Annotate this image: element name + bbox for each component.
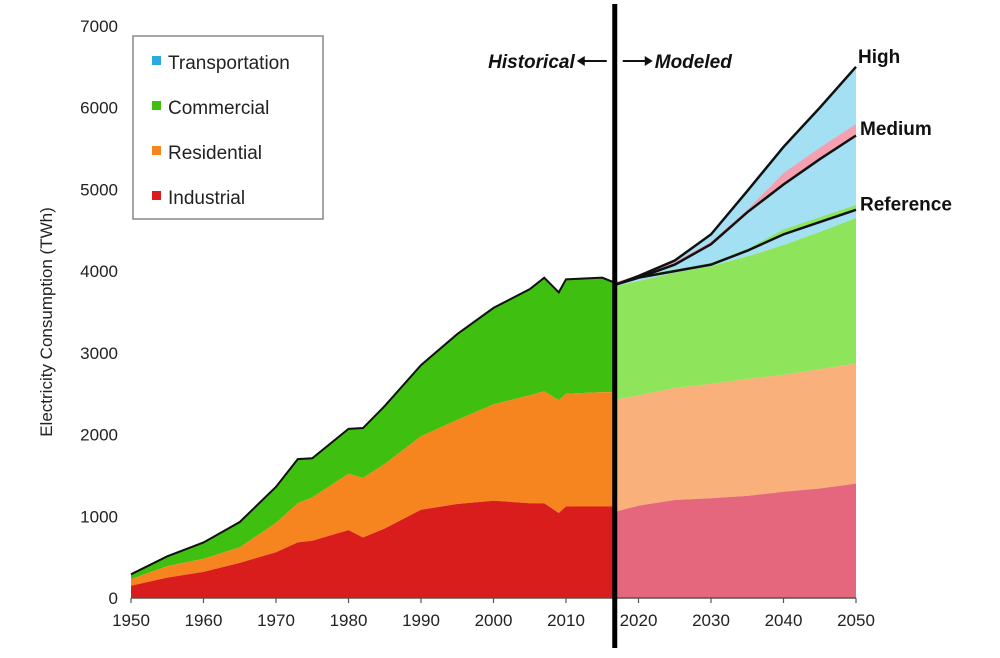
x-tick-label: 2010 — [547, 611, 585, 630]
y-tick-label: 2000 — [80, 426, 118, 445]
legend-label-industrial: Industrial — [168, 188, 245, 209]
modeled-label: Modeled — [655, 52, 732, 73]
line-high — [616, 66, 857, 286]
y-tick-label: 3000 — [80, 344, 118, 363]
legend-label-residential: Residential — [168, 143, 262, 164]
sliver-medium — [616, 124, 856, 285]
legend-swatch-industrial — [152, 191, 161, 200]
x-tick-label: 2020 — [620, 611, 658, 630]
legend-box — [132, 35, 324, 220]
legend: Transportation Commercial Residential Indus… — [132, 35, 324, 220]
area-modeled-residential — [616, 363, 856, 512]
area-historical-industrial — [131, 500, 617, 598]
arrow-left-head — [576, 56, 585, 66]
x-tick-label: 1990 — [402, 611, 440, 630]
x-tick-label: 1960 — [185, 611, 223, 630]
x-tick-label: 2050 — [837, 611, 875, 630]
scenario-label-reference: Reference — [860, 194, 952, 215]
legend-label-transportation: Transportation — [168, 53, 290, 74]
legend-swatch-residential — [152, 146, 161, 155]
annotations: Historical Modeled High Medium Reference — [488, 4, 952, 648]
x-tick-label: 1950 — [112, 611, 150, 630]
y-tick-label: 7000 — [80, 17, 118, 36]
area-historical-commercial — [131, 277, 617, 580]
legend-swatch-transportation — [152, 56, 161, 65]
legend-swatch-commercial — [152, 101, 161, 110]
x-tick-label: 2000 — [475, 611, 513, 630]
y-tick-label: 0 — [109, 589, 118, 608]
scenario-label-medium: Medium — [860, 119, 932, 140]
scenario-lines — [130, 66, 857, 576]
x-tick-label: 2040 — [765, 611, 803, 630]
y-tick-label: 1000 — [80, 507, 118, 526]
area-historical-residential — [131, 391, 617, 586]
line-reference — [616, 208, 857, 286]
legend-label-commercial: Commercial — [168, 98, 269, 119]
line-historical-total — [130, 276, 618, 576]
x-tick-label: 1980 — [330, 611, 368, 630]
y-tick-label: 5000 — [80, 180, 118, 199]
axes: 1950 1960 1970 1980 1990 2000 2010 2020 2030 2040… — [37, 17, 875, 630]
y-tick-label: 4000 — [80, 262, 118, 281]
area-modeled-commercial — [616, 218, 856, 400]
area-layers — [131, 66, 856, 598]
x-tick-label: 2030 — [692, 611, 730, 630]
historical-label: Historical — [488, 52, 575, 73]
x-tick-label: 1970 — [257, 611, 295, 630]
scenario-label-high: High — [858, 47, 900, 68]
y-axis-label: Electricity Consumption (TWh) — [37, 207, 56, 437]
y-tick-label: 6000 — [80, 99, 118, 118]
arrow-right-head — [644, 56, 653, 66]
area-modeled-industrial — [616, 483, 856, 598]
